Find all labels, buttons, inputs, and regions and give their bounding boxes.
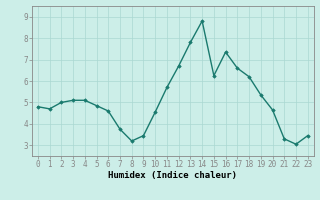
X-axis label: Humidex (Indice chaleur): Humidex (Indice chaleur) [108,171,237,180]
